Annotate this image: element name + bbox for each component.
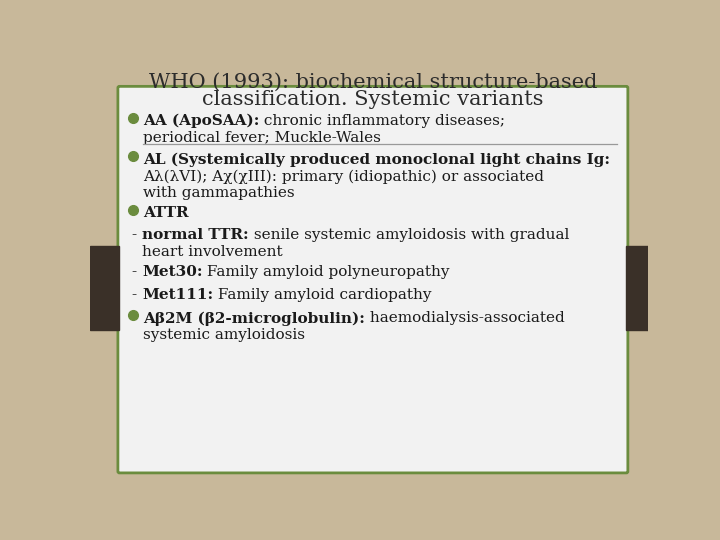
Text: with gammapathies: with gammapathies xyxy=(143,186,294,200)
Text: -: - xyxy=(132,228,137,242)
Text: normal TTR:: normal TTR: xyxy=(142,228,248,242)
Text: Family amyloid cardiopathy: Family amyloid cardiopathy xyxy=(213,288,431,302)
FancyBboxPatch shape xyxy=(118,86,628,473)
Text: AL (Systemically produced monoclonal light chains Ig:: AL (Systemically produced monoclonal lig… xyxy=(143,153,610,167)
Text: -: - xyxy=(132,265,137,279)
Text: Met30:: Met30: xyxy=(142,265,202,279)
Text: classification. Systemic variants: classification. Systemic variants xyxy=(202,90,544,109)
Text: Aλ(λVI); Aχ(χIII): primary (idiopathic) or associated: Aλ(λVI); Aχ(χIII): primary (idiopathic) … xyxy=(143,170,544,184)
Bar xyxy=(90,246,120,330)
Bar xyxy=(626,246,648,330)
Text: Met111:: Met111: xyxy=(142,288,213,302)
Text: Aβ2M (β2-microglobulin):: Aβ2M (β2-microglobulin): xyxy=(143,311,364,326)
Text: chronic inflammatory diseases;: chronic inflammatory diseases; xyxy=(259,114,505,128)
Text: systemic amyloidosis: systemic amyloidosis xyxy=(143,328,305,342)
Text: heart involvement: heart involvement xyxy=(142,245,282,259)
Text: -: - xyxy=(132,288,137,302)
Text: AA (ApoSAA):: AA (ApoSAA): xyxy=(143,114,259,129)
Text: senile systemic amyloidosis with gradual: senile systemic amyloidosis with gradual xyxy=(248,228,569,242)
Text: periodical fever; Muckle-Wales: periodical fever; Muckle-Wales xyxy=(143,131,381,145)
Text: haemodialysis-associated: haemodialysis-associated xyxy=(364,311,564,325)
Text: ATTR: ATTR xyxy=(143,206,189,220)
Text: Family amyloid polyneuropathy: Family amyloid polyneuropathy xyxy=(202,265,450,279)
Text: WHO (1993): biochemical structure-based: WHO (1993): biochemical structure-based xyxy=(149,72,597,91)
